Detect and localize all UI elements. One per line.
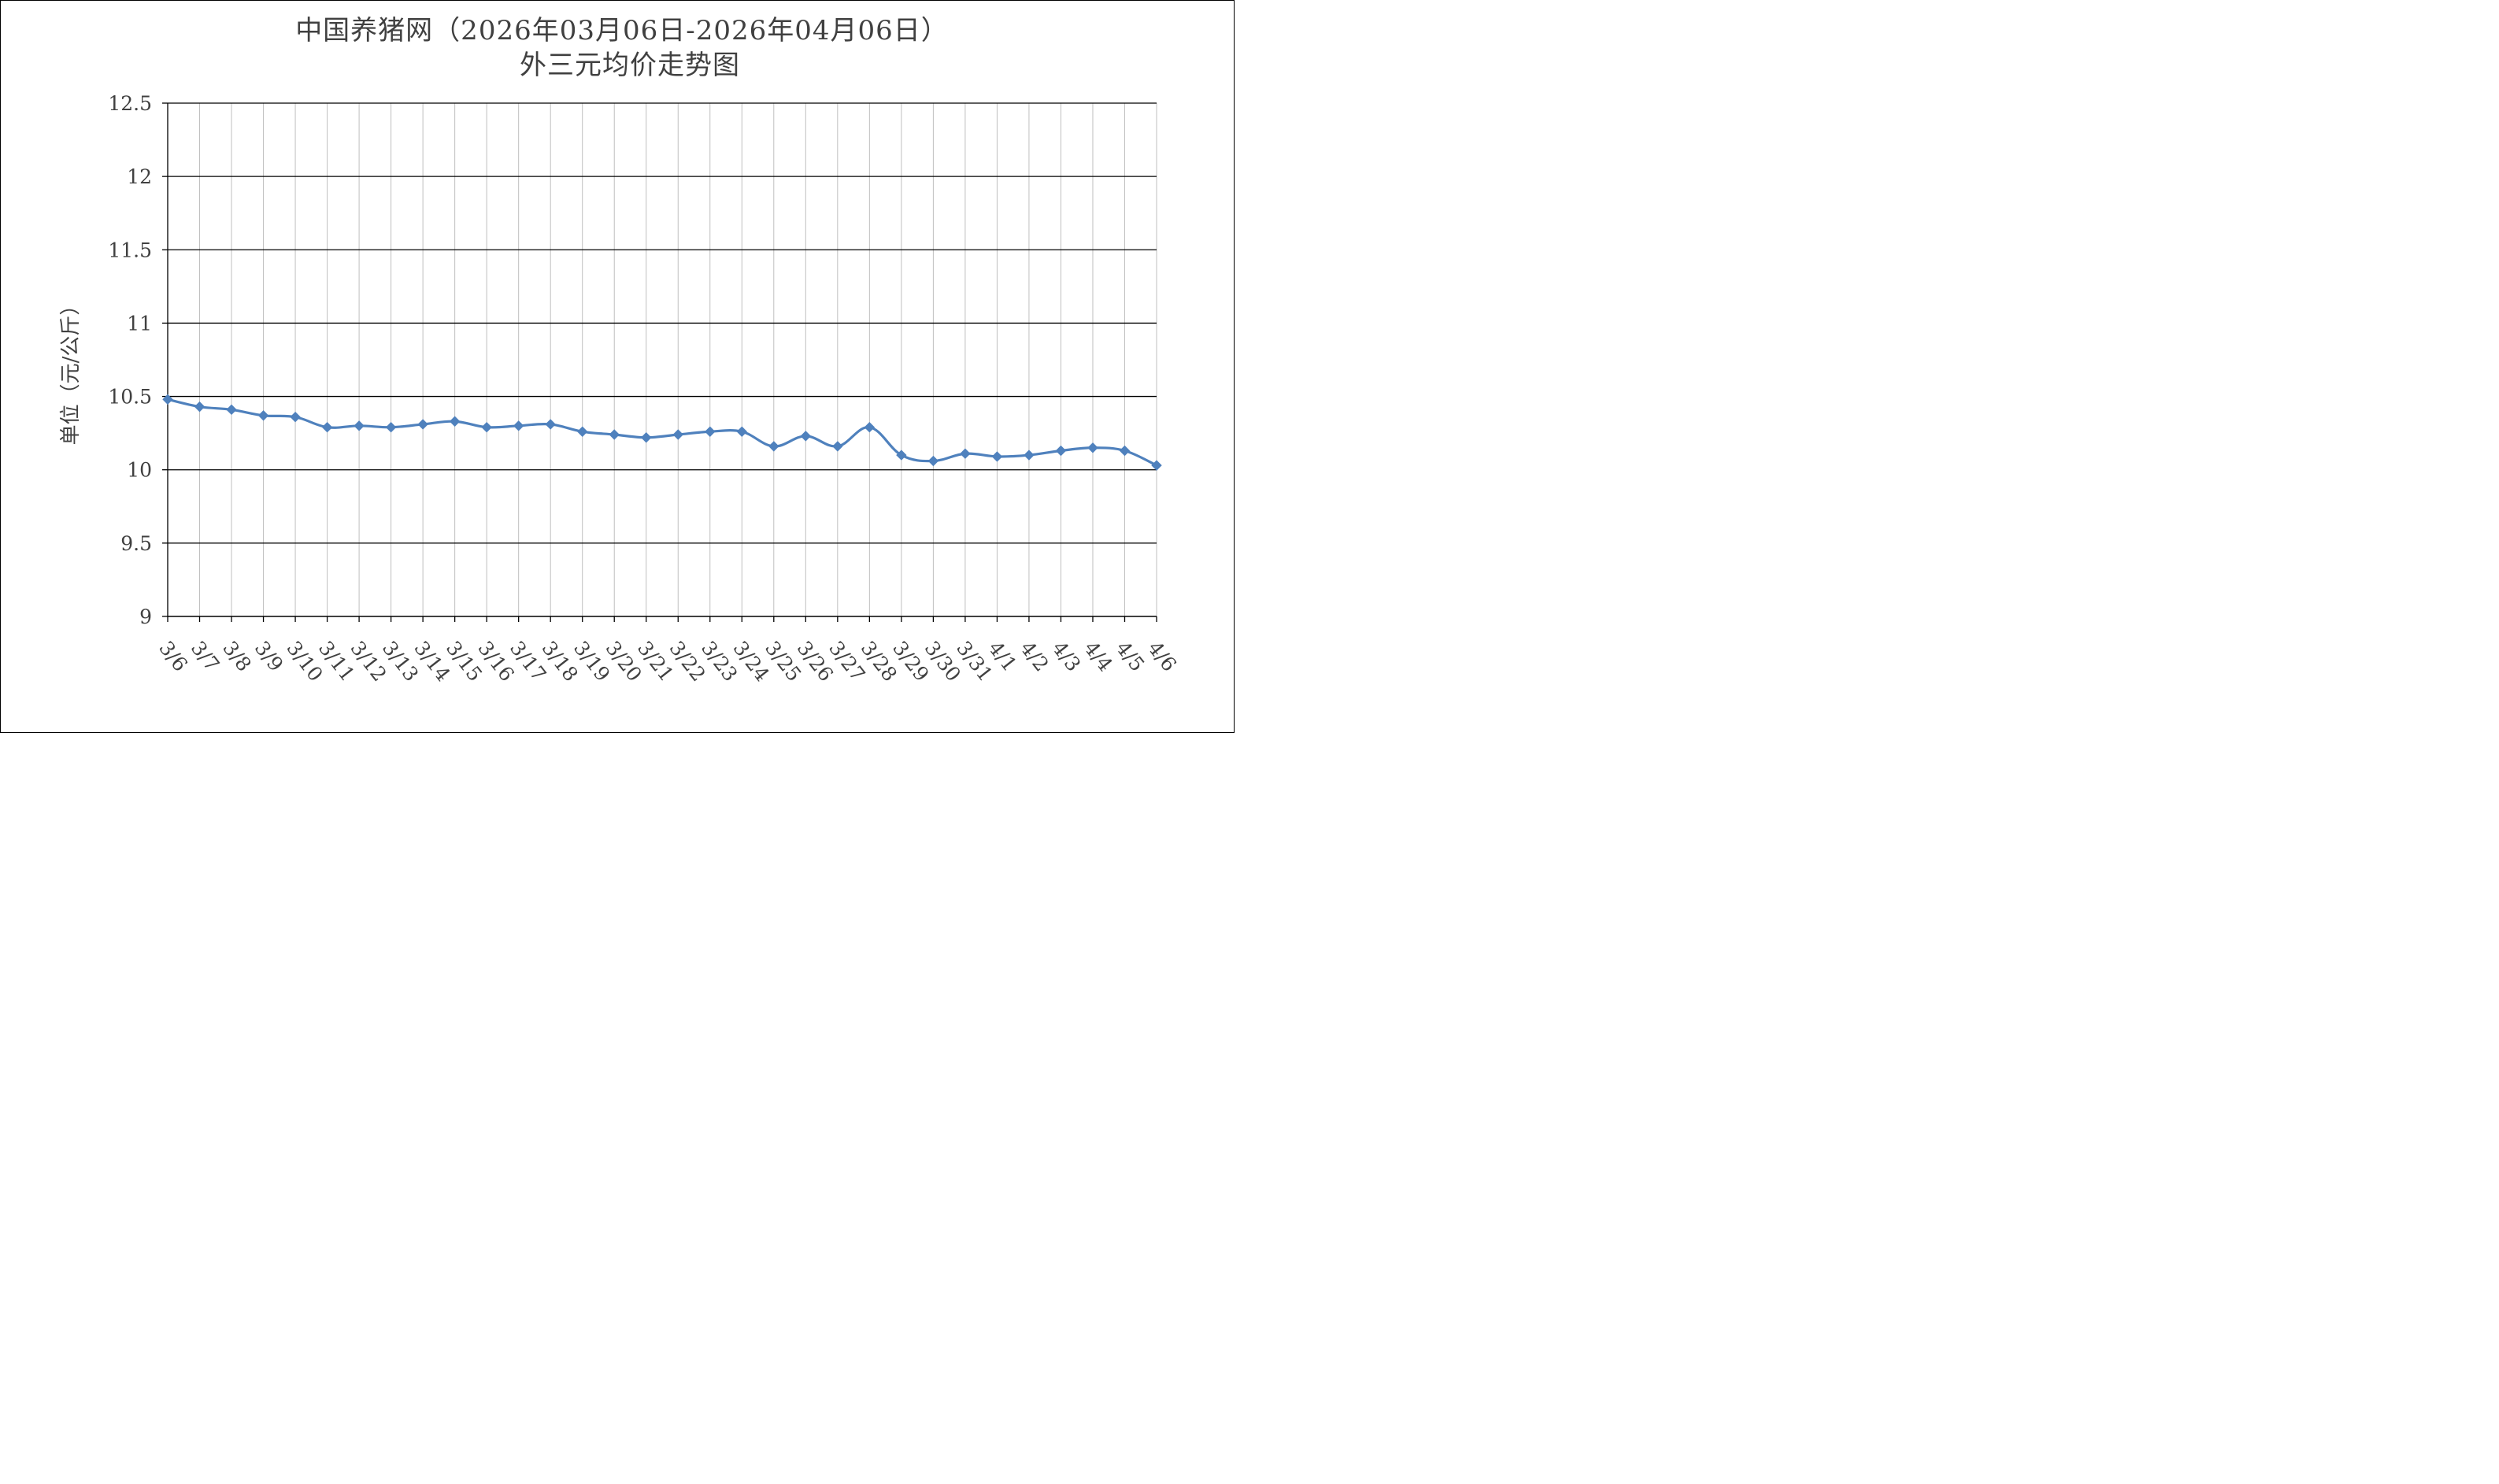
data-point-marker xyxy=(290,411,301,423)
x-tick-label: 4/3 xyxy=(1048,637,1086,676)
x-tick-label: 4/2 xyxy=(1016,637,1053,676)
x-tick-label: 3/12 xyxy=(346,637,391,686)
x-tick-label: 3/8 xyxy=(218,637,256,676)
y-tick-label: 12 xyxy=(127,165,152,188)
data-point-marker xyxy=(354,420,365,431)
data-point-marker xyxy=(736,426,747,437)
data-point-marker xyxy=(1151,460,1162,471)
data-point-marker xyxy=(545,419,556,430)
x-tick-label: 3/10 xyxy=(282,637,327,686)
x-tick-label: 3/20 xyxy=(601,637,646,686)
data-point-marker xyxy=(991,451,1003,462)
data-point-marker xyxy=(481,421,492,433)
data-point-marker xyxy=(1055,445,1067,457)
y-axis-label: 单位（元/公斤） xyxy=(59,295,83,446)
x-tick-label: 3/28 xyxy=(857,637,901,686)
x-tick-label: 3/18 xyxy=(537,637,582,686)
data-point-marker xyxy=(896,450,907,461)
x-tick-label: 3/30 xyxy=(920,637,965,686)
chart-subtitle: 外三元均价走势图 xyxy=(520,50,740,81)
data-point-marker xyxy=(1087,442,1098,453)
y-tick-label: 11.5 xyxy=(108,239,152,261)
x-tick-labels: 3/63/73/83/93/103/113/123/133/143/153/16… xyxy=(154,637,1181,686)
x-tick-label: 3/23 xyxy=(697,637,742,686)
x-tick-label: 3/6 xyxy=(154,637,192,676)
x-tick-label: 3/25 xyxy=(761,637,805,686)
data-point-marker xyxy=(449,416,461,427)
x-tick-label: 3/14 xyxy=(409,637,454,686)
y-tick-label: 9.5 xyxy=(120,532,152,555)
x-tick-label: 3/24 xyxy=(729,637,774,686)
data-point-marker xyxy=(609,429,620,440)
x-tick-label: 3/22 xyxy=(665,637,710,686)
data-point-marker xyxy=(417,419,428,430)
y-tick-labels: 9 9.5 10 10.5 11 11.5 12 12.5 xyxy=(108,92,152,628)
y-tick-label: 12.5 xyxy=(108,92,152,115)
data-point-marker xyxy=(705,426,716,437)
x-tick-label: 3/15 xyxy=(442,637,487,686)
x-tick-label: 3/29 xyxy=(888,637,933,686)
data-point-marker xyxy=(672,429,683,440)
x-tick-label: 3/21 xyxy=(633,637,678,686)
data-point-marker xyxy=(577,426,588,437)
x-tick-label: 3/27 xyxy=(824,637,869,686)
data-point-marker xyxy=(832,441,843,452)
data-point-marker xyxy=(257,410,269,421)
y-tick-label: 9 xyxy=(139,605,152,628)
data-point-marker xyxy=(864,421,876,433)
data-point-marker xyxy=(800,431,812,442)
x-tick-label: 4/5 xyxy=(1112,637,1150,676)
x-tick-label: 3/17 xyxy=(505,637,550,686)
x-tick-label: 3/9 xyxy=(250,637,288,676)
x-tick-label: 3/26 xyxy=(793,637,838,686)
data-point-marker xyxy=(385,421,397,433)
x-tick-label: 3/16 xyxy=(473,637,518,686)
grid-lines xyxy=(168,102,1157,616)
series-line xyxy=(162,394,1162,471)
y-tick-label: 10 xyxy=(127,459,152,482)
data-point-marker xyxy=(162,394,173,405)
x-tick-label: 4/6 xyxy=(1143,637,1181,676)
data-point-marker xyxy=(1119,445,1131,457)
x-tick-label: 4/4 xyxy=(1079,637,1117,676)
data-point-marker xyxy=(641,432,652,443)
x-tick-label: 3/7 xyxy=(187,637,224,676)
y-tick-label: 11 xyxy=(127,312,152,335)
y-tick-label: 10.5 xyxy=(108,386,152,409)
chart-title: 中国养猪网（2026年03月06日-2026年04月06日） xyxy=(295,15,949,46)
axes xyxy=(162,102,1157,622)
data-point-marker xyxy=(960,448,971,459)
x-tick-label: 3/11 xyxy=(314,637,359,686)
line-chart: 中国养猪网（2026年03月06日-2026年04月06日） 外三元均价走势图 … xyxy=(59,15,1181,686)
x-tick-label: 3/19 xyxy=(569,637,614,686)
data-point-marker xyxy=(927,455,939,467)
data-point-marker xyxy=(321,421,333,433)
data-point-marker xyxy=(513,420,524,431)
x-tick-label: 3/31 xyxy=(952,637,997,686)
data-point-marker xyxy=(1024,450,1035,461)
price-series-line xyxy=(167,398,1157,467)
data-point-marker xyxy=(768,441,779,452)
data-point-marker xyxy=(194,401,205,413)
x-tick-label: 3/13 xyxy=(378,637,423,686)
data-point-marker xyxy=(226,404,237,416)
